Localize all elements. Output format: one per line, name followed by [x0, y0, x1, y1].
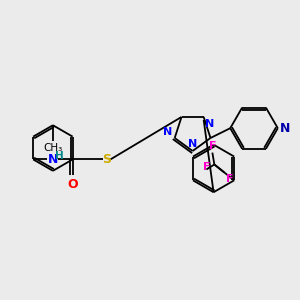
Text: N: N [48, 153, 58, 166]
Text: O: O [68, 178, 78, 191]
Text: N: N [280, 122, 290, 135]
Text: F: F [203, 163, 210, 172]
Text: F: F [226, 174, 234, 184]
Text: CH₃: CH₃ [43, 143, 62, 153]
Text: N: N [164, 127, 173, 137]
Text: H: H [55, 152, 64, 161]
Text: N: N [205, 119, 214, 129]
Text: N: N [188, 139, 197, 149]
Text: S: S [102, 153, 111, 166]
Text: F: F [208, 141, 216, 151]
